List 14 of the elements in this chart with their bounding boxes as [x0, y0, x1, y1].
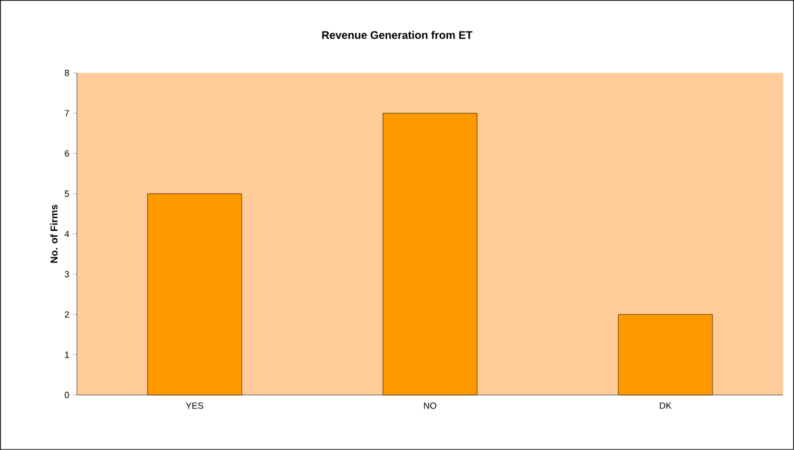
y-tick-label: 3 [64, 271, 70, 278]
y-tick-label: 0 [64, 392, 70, 398]
y-tick-label: 8 [64, 70, 70, 76]
chart-title: Revenue Generation from ET [322, 30, 472, 39]
y-tick-label: 5 [64, 190, 70, 197]
y-tick-label: 4 [64, 230, 70, 238]
y-tick-label: 2 [64, 311, 69, 318]
x-tick-label: DK [660, 402, 672, 409]
y-tick-label: 1 [65, 352, 69, 358]
y-tick-label: 7 [64, 110, 69, 116]
y-axis-title: No. of Firms [50, 204, 58, 263]
x-tick-label: YES [186, 402, 204, 409]
y-tick-label: 6 [64, 150, 70, 157]
x-tick-label: NO [424, 402, 436, 409]
